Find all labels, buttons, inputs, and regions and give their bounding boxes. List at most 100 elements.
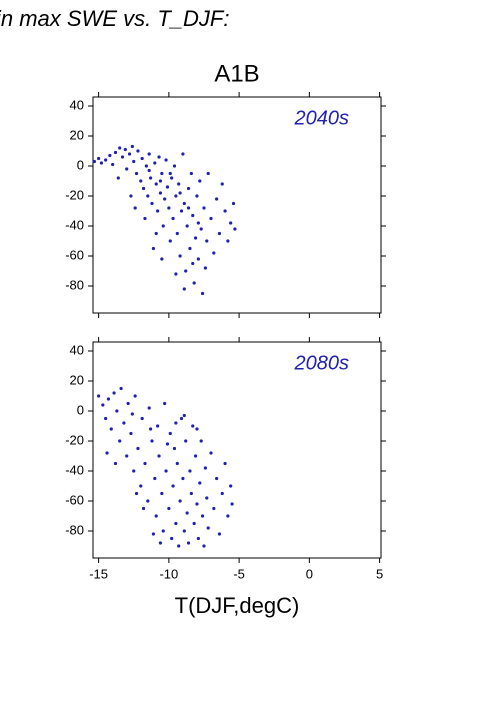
- point: [188, 469, 192, 473]
- y-tick-label: -80: [65, 522, 84, 537]
- y-tick-label: -40: [65, 217, 84, 232]
- point: [123, 147, 127, 152]
- point: [132, 159, 136, 164]
- point: [141, 186, 146, 191]
- point: [147, 406, 151, 410]
- point: [99, 161, 104, 165]
- point: [181, 152, 185, 156]
- point: [113, 150, 118, 155]
- y-tick-label: -40: [65, 462, 84, 477]
- point: [97, 394, 101, 398]
- point: [118, 146, 122, 150]
- point: [146, 499, 150, 503]
- point: [179, 209, 184, 213]
- point: [164, 469, 168, 473]
- point: [195, 502, 199, 506]
- point: [154, 514, 158, 518]
- point: [177, 544, 181, 548]
- point: [212, 251, 216, 255]
- point: [182, 201, 186, 206]
- point: [120, 155, 125, 159]
- point: [191, 261, 195, 266]
- point: [134, 171, 139, 176]
- point: [160, 171, 164, 176]
- y-tick-label: 40: [70, 342, 84, 357]
- point: [143, 216, 147, 221]
- point: [182, 529, 186, 533]
- y-tick-label: 0: [77, 402, 84, 417]
- point: [189, 171, 193, 176]
- point: [174, 421, 178, 425]
- chart-title: A1B: [214, 60, 259, 87]
- point: [157, 454, 161, 458]
- point: [182, 413, 186, 418]
- point: [203, 266, 207, 270]
- point: [212, 506, 216, 511]
- x-tick-label: -10: [159, 566, 178, 581]
- point: [158, 179, 163, 183]
- point: [217, 532, 222, 536]
- point: [168, 431, 172, 436]
- point: [174, 194, 178, 198]
- point: [151, 532, 156, 536]
- point: [156, 424, 160, 428]
- point: [109, 427, 113, 431]
- point: [202, 544, 206, 548]
- x-tick-label: 5: [376, 566, 383, 581]
- point: [196, 536, 200, 541]
- point: [133, 206, 137, 210]
- point: [174, 272, 178, 276]
- point: [191, 213, 195, 218]
- point: [209, 451, 213, 455]
- point: [151, 246, 156, 251]
- point: [172, 164, 177, 168]
- plot-frame: [92, 341, 382, 559]
- x-tick-label: -5: [233, 566, 245, 581]
- point: [185, 511, 189, 515]
- point: [141, 506, 146, 511]
- point: [231, 201, 236, 206]
- point: [188, 246, 192, 251]
- point: [92, 159, 97, 164]
- point: [108, 153, 112, 158]
- x-tick-label: -15: [89, 566, 108, 581]
- point: [154, 231, 158, 236]
- point: [203, 466, 207, 470]
- point: [186, 541, 191, 545]
- point: [172, 446, 177, 451]
- point: [217, 231, 222, 236]
- point: [106, 397, 111, 401]
- point: [175, 461, 179, 466]
- point: [200, 291, 205, 296]
- point: [192, 521, 196, 526]
- y-tick-label: -20: [65, 432, 84, 447]
- point: [177, 182, 181, 186]
- point: [118, 439, 122, 443]
- point: [139, 179, 143, 183]
- plot-frame: [92, 96, 382, 314]
- point: [206, 526, 210, 530]
- point: [167, 506, 171, 511]
- point: [147, 152, 151, 156]
- point: [168, 239, 172, 243]
- point: [129, 431, 133, 436]
- y-tick-label: -60: [65, 247, 84, 262]
- point: [196, 257, 200, 261]
- panel-annotation: 2040s: [294, 107, 350, 129]
- point: [122, 421, 126, 425]
- point: [113, 461, 118, 466]
- point: [215, 476, 219, 481]
- point: [171, 484, 175, 488]
- point: [150, 439, 154, 443]
- page-heading: in max SWE vs. T_DJF:: [0, 6, 229, 31]
- point: [133, 394, 137, 398]
- point: [233, 227, 237, 231]
- point: [134, 491, 139, 496]
- point: [226, 514, 230, 518]
- point: [191, 424, 195, 428]
- point: [127, 152, 132, 156]
- point: [136, 446, 140, 451]
- point: [119, 386, 123, 391]
